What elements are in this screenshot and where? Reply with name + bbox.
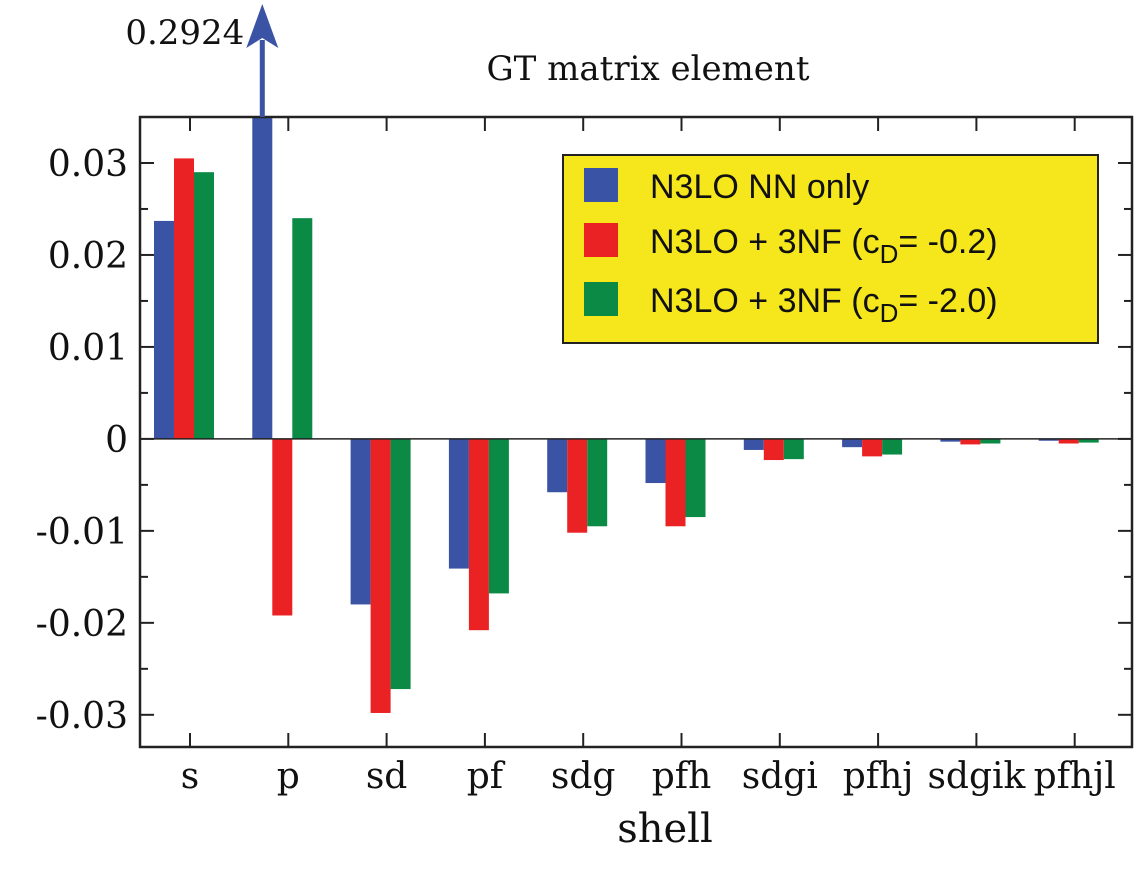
y-tick-label: 0.03: [48, 144, 128, 185]
bar-sd-series-3: [390, 438, 411, 690]
bar-sdgik-series-3: [980, 438, 1001, 444]
bar-pfhjl-series-3: [1078, 438, 1099, 443]
y-axis: 0.03 0.02 0.01 0 -0.01 -0.02 -0.03: [36, 144, 1132, 737]
x-axis: s p sd pf sdg pfh sdgi pfhj sdgik pfhjl: [181, 117, 1116, 797]
bar-sdgik-series-1: [940, 438, 961, 442]
legend-swatch-3: [584, 282, 618, 316]
x-tick-label-pfh: pfh: [652, 756, 712, 797]
x-tick-label-pfhjl: pfhjl: [1034, 756, 1116, 797]
bar-pf-series-3: [488, 438, 509, 594]
bar-sdgi-series-2: [763, 438, 784, 461]
bar-sdg-series-1: [547, 438, 568, 493]
arrow-head-icon: [246, 4, 279, 48]
legend-label-3: N3LO + 3NF (cD= -2.0): [650, 282, 998, 328]
offscale-value-label: 0.2924: [125, 13, 244, 53]
legend-swatch-2: [584, 223, 618, 257]
x-tick-label-pf: pf: [467, 756, 506, 797]
chart-title: GT matrix element: [487, 49, 810, 89]
bar-s-series-3: [194, 172, 214, 439]
bar-pfh-series-1: [645, 438, 666, 484]
bar-pfh-series-2: [665, 438, 686, 527]
y-tick-label: 0: [105, 420, 128, 461]
bar-sd-series-2: [370, 438, 391, 713]
bar-sdg-series-3: [587, 438, 608, 527]
bar-pfh-series-3: [685, 438, 706, 518]
x-tick-label-s: s: [181, 756, 199, 797]
legend-swatch-1: [584, 168, 618, 202]
x-tick-label-p: p: [277, 756, 300, 797]
x-tick-label-pfhj: pfhj: [843, 756, 914, 797]
bar-pf-series-2: [468, 438, 489, 631]
offscale-arrow: 0.2924: [125, 4, 279, 117]
bar-pfhj-series-2: [862, 438, 883, 457]
x-tick-label-sd: sd: [366, 756, 408, 797]
legend: N3LO NN only N3LO + 3NF (cD= -0.2) N3LO + …: [562, 154, 1099, 344]
y-tick-label: -0.01: [36, 512, 128, 553]
x-axis-label: shell: [617, 806, 713, 852]
bar-pfhj-series-1: [842, 438, 863, 448]
bar-sdg-series-2: [567, 438, 588, 533]
x-tick-label-sdgik: sdgik: [927, 756, 1026, 797]
bar-s-series-2: [174, 158, 194, 439]
y-tick-label: 0.02: [48, 236, 128, 277]
bar-sdgi-series-1: [743, 438, 764, 450]
y-tick-label: -0.02: [36, 604, 128, 645]
bars-group: [140, 117, 1132, 713]
x-tick-label-sdgi: sdgi: [742, 756, 818, 797]
bar-p-series-2: [272, 438, 293, 616]
bar-pfhj-series-3: [882, 438, 903, 455]
bar-sdgik-series-2: [960, 438, 981, 445]
legend-label-2: N3LO + 3NF (cD= -0.2): [650, 223, 998, 269]
bar-sd-series-1: [350, 438, 371, 605]
legend-box: [562, 154, 1099, 344]
bar-pf-series-1: [448, 438, 469, 569]
y-tick-label: -0.03: [36, 696, 128, 737]
legend-label-1: N3LO NN only: [650, 168, 869, 206]
bar-pfhjl-series-2: [1058, 438, 1079, 444]
bar-sdgi-series-3: [783, 438, 804, 460]
bar-p-series-1: [252, 117, 273, 439]
y-tick-label: 0.01: [48, 328, 128, 369]
bar-pfhjl-series-1: [1038, 438, 1059, 441]
bar-p-series-3: [292, 218, 313, 439]
bar-s-series-1: [154, 220, 174, 439]
x-tick-label-sdg: sdg: [551, 756, 616, 797]
plot-frame: [138, 115, 1134, 749]
